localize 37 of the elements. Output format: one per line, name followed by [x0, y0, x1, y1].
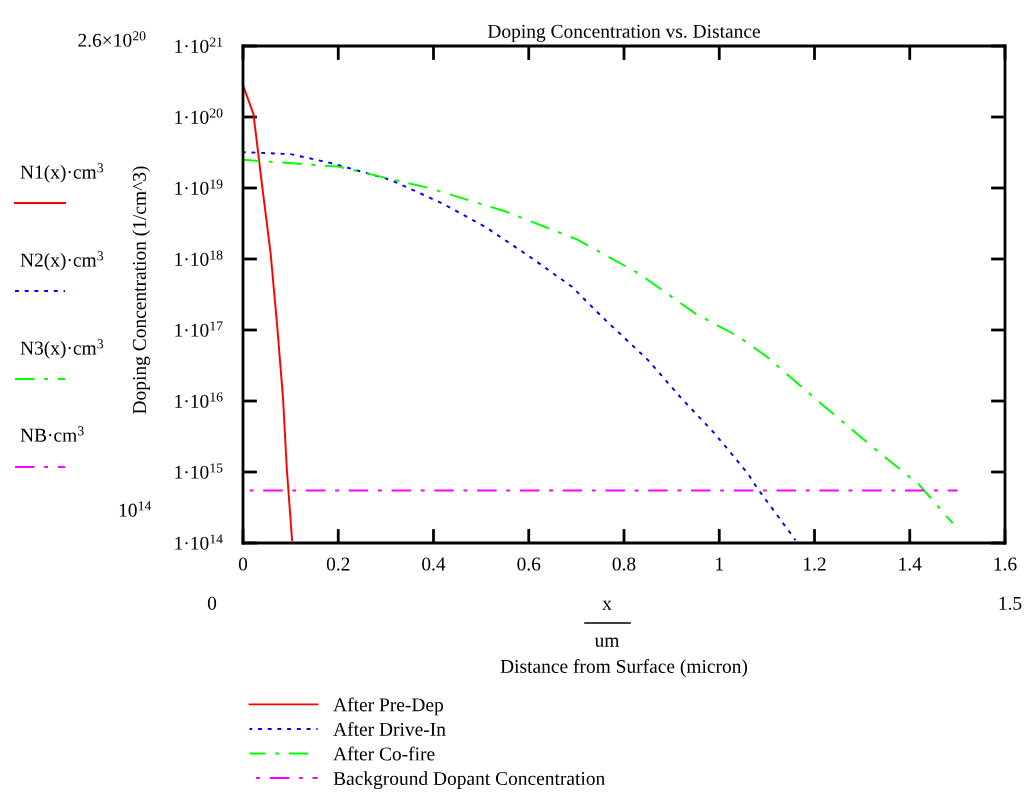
line-series: [243, 151, 797, 542]
legend-label: After Drive-In: [333, 722, 446, 736]
y-tick-label: 1·10$^{14}$: [175, 534, 223, 550]
text: x: [602, 600, 612, 610]
y-tick-label: 1·10$^{21}$: [175, 37, 223, 53]
x-tick-label: 0.8: [612, 557, 636, 571]
x-tick-label: 1.2: [804, 557, 826, 571]
y-tick-label: 1·10$^{15}$: [175, 463, 223, 479]
legend-label: After Pre-Dep: [333, 697, 444, 716]
y-axis-title: Doping Concentration (1/cm^3): [132, 166, 150, 414]
y-tick-label: 1·10$^{20}$: [175, 108, 223, 124]
text: N1(x)·cm$^{3}$: [20, 163, 104, 183]
x-tick-label: 1.6: [994, 557, 1017, 571]
x-tick-label: 1.4: [899, 557, 922, 571]
x-axis-title: Distance from Surface (micron): [500, 659, 748, 677]
y-tick-label: 1·10$^{16}$: [175, 392, 223, 408]
chart-title: Doping Concentration vs. Distance: [487, 24, 760, 42]
line-series: [243, 158, 954, 525]
text: N3(x)·cm$^{3}$: [20, 339, 104, 359]
legend-label: After Co-fire: [333, 746, 435, 761]
text: NB·cm$^{3}$: [20, 426, 84, 442]
line-series: [243, 84, 294, 542]
text: 2.6×10$^{20}$: [78, 31, 146, 47]
y-tick-label: 1·10$^{18}$: [175, 250, 223, 266]
text: 1.5: [999, 596, 1022, 610]
text: 0: [207, 596, 217, 610]
text: um: [594, 637, 620, 647]
y-tick-label: 1·10$^{19}$: [175, 179, 223, 195]
text: 10$^{14}$: [119, 501, 152, 517]
x-tick-label: 1: [716, 557, 723, 571]
legend-label: Background Dopant Concentration: [333, 771, 605, 790]
y-tick-label: 1·10$^{17}$: [175, 321, 223, 337]
x-tick-label: 0.4: [422, 557, 446, 571]
x-tick-label: 0.6: [517, 557, 541, 571]
x-tick-label: 0.2: [326, 557, 350, 571]
text: N2(x)·cm$^{3}$: [20, 251, 104, 271]
x-tick-label: 0: [238, 557, 248, 571]
